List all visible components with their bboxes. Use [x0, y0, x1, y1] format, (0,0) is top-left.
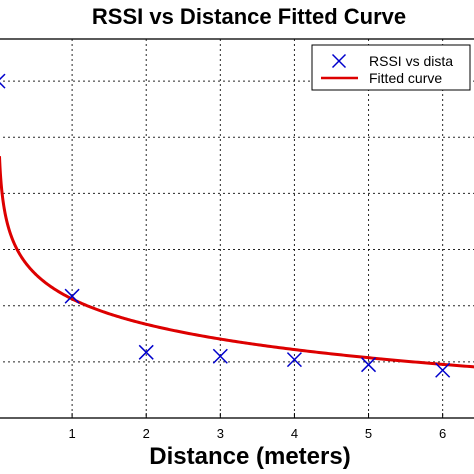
chart-title: RSSI vs Distance Fitted Curve [92, 4, 406, 29]
fitted-curve-line [0, 154, 474, 369]
data-point-marker [212, 348, 228, 364]
plot-area [0, 39, 474, 418]
legend-label-markers: RSSI vs dista [369, 53, 453, 69]
data-point-marker [64, 288, 80, 304]
legend-x-marker [331, 53, 347, 69]
x-axis-label: Distance (meters) [149, 443, 350, 470]
x-tick-label: 2 [143, 426, 150, 441]
fitted-curve-layer [0, 154, 474, 369]
legend-label-fitted: Fitted curve [369, 70, 442, 86]
x-tick-label: 3 [217, 426, 224, 441]
x-tick-label: 5 [365, 426, 372, 441]
plot-frame [0, 38, 474, 419]
data-markers-layer [0, 73, 451, 378]
legend-marker-sample [331, 53, 347, 69]
x-axis-ticks: 1 2 3 4 5 6 [68, 413, 446, 441]
data-point-marker [0, 73, 6, 89]
legend: RSSI vs dista Fitted curve [311, 44, 471, 91]
data-point-marker [361, 357, 377, 373]
x-tick-label: 1 [68, 426, 75, 441]
legend-box [311, 44, 471, 91]
grid [0, 39, 474, 418]
data-point-marker [286, 352, 302, 368]
x-tick-label: 4 [291, 426, 298, 441]
data-point-marker [138, 344, 154, 360]
data-point-marker [435, 362, 451, 378]
x-tick-label: 6 [439, 426, 446, 441]
